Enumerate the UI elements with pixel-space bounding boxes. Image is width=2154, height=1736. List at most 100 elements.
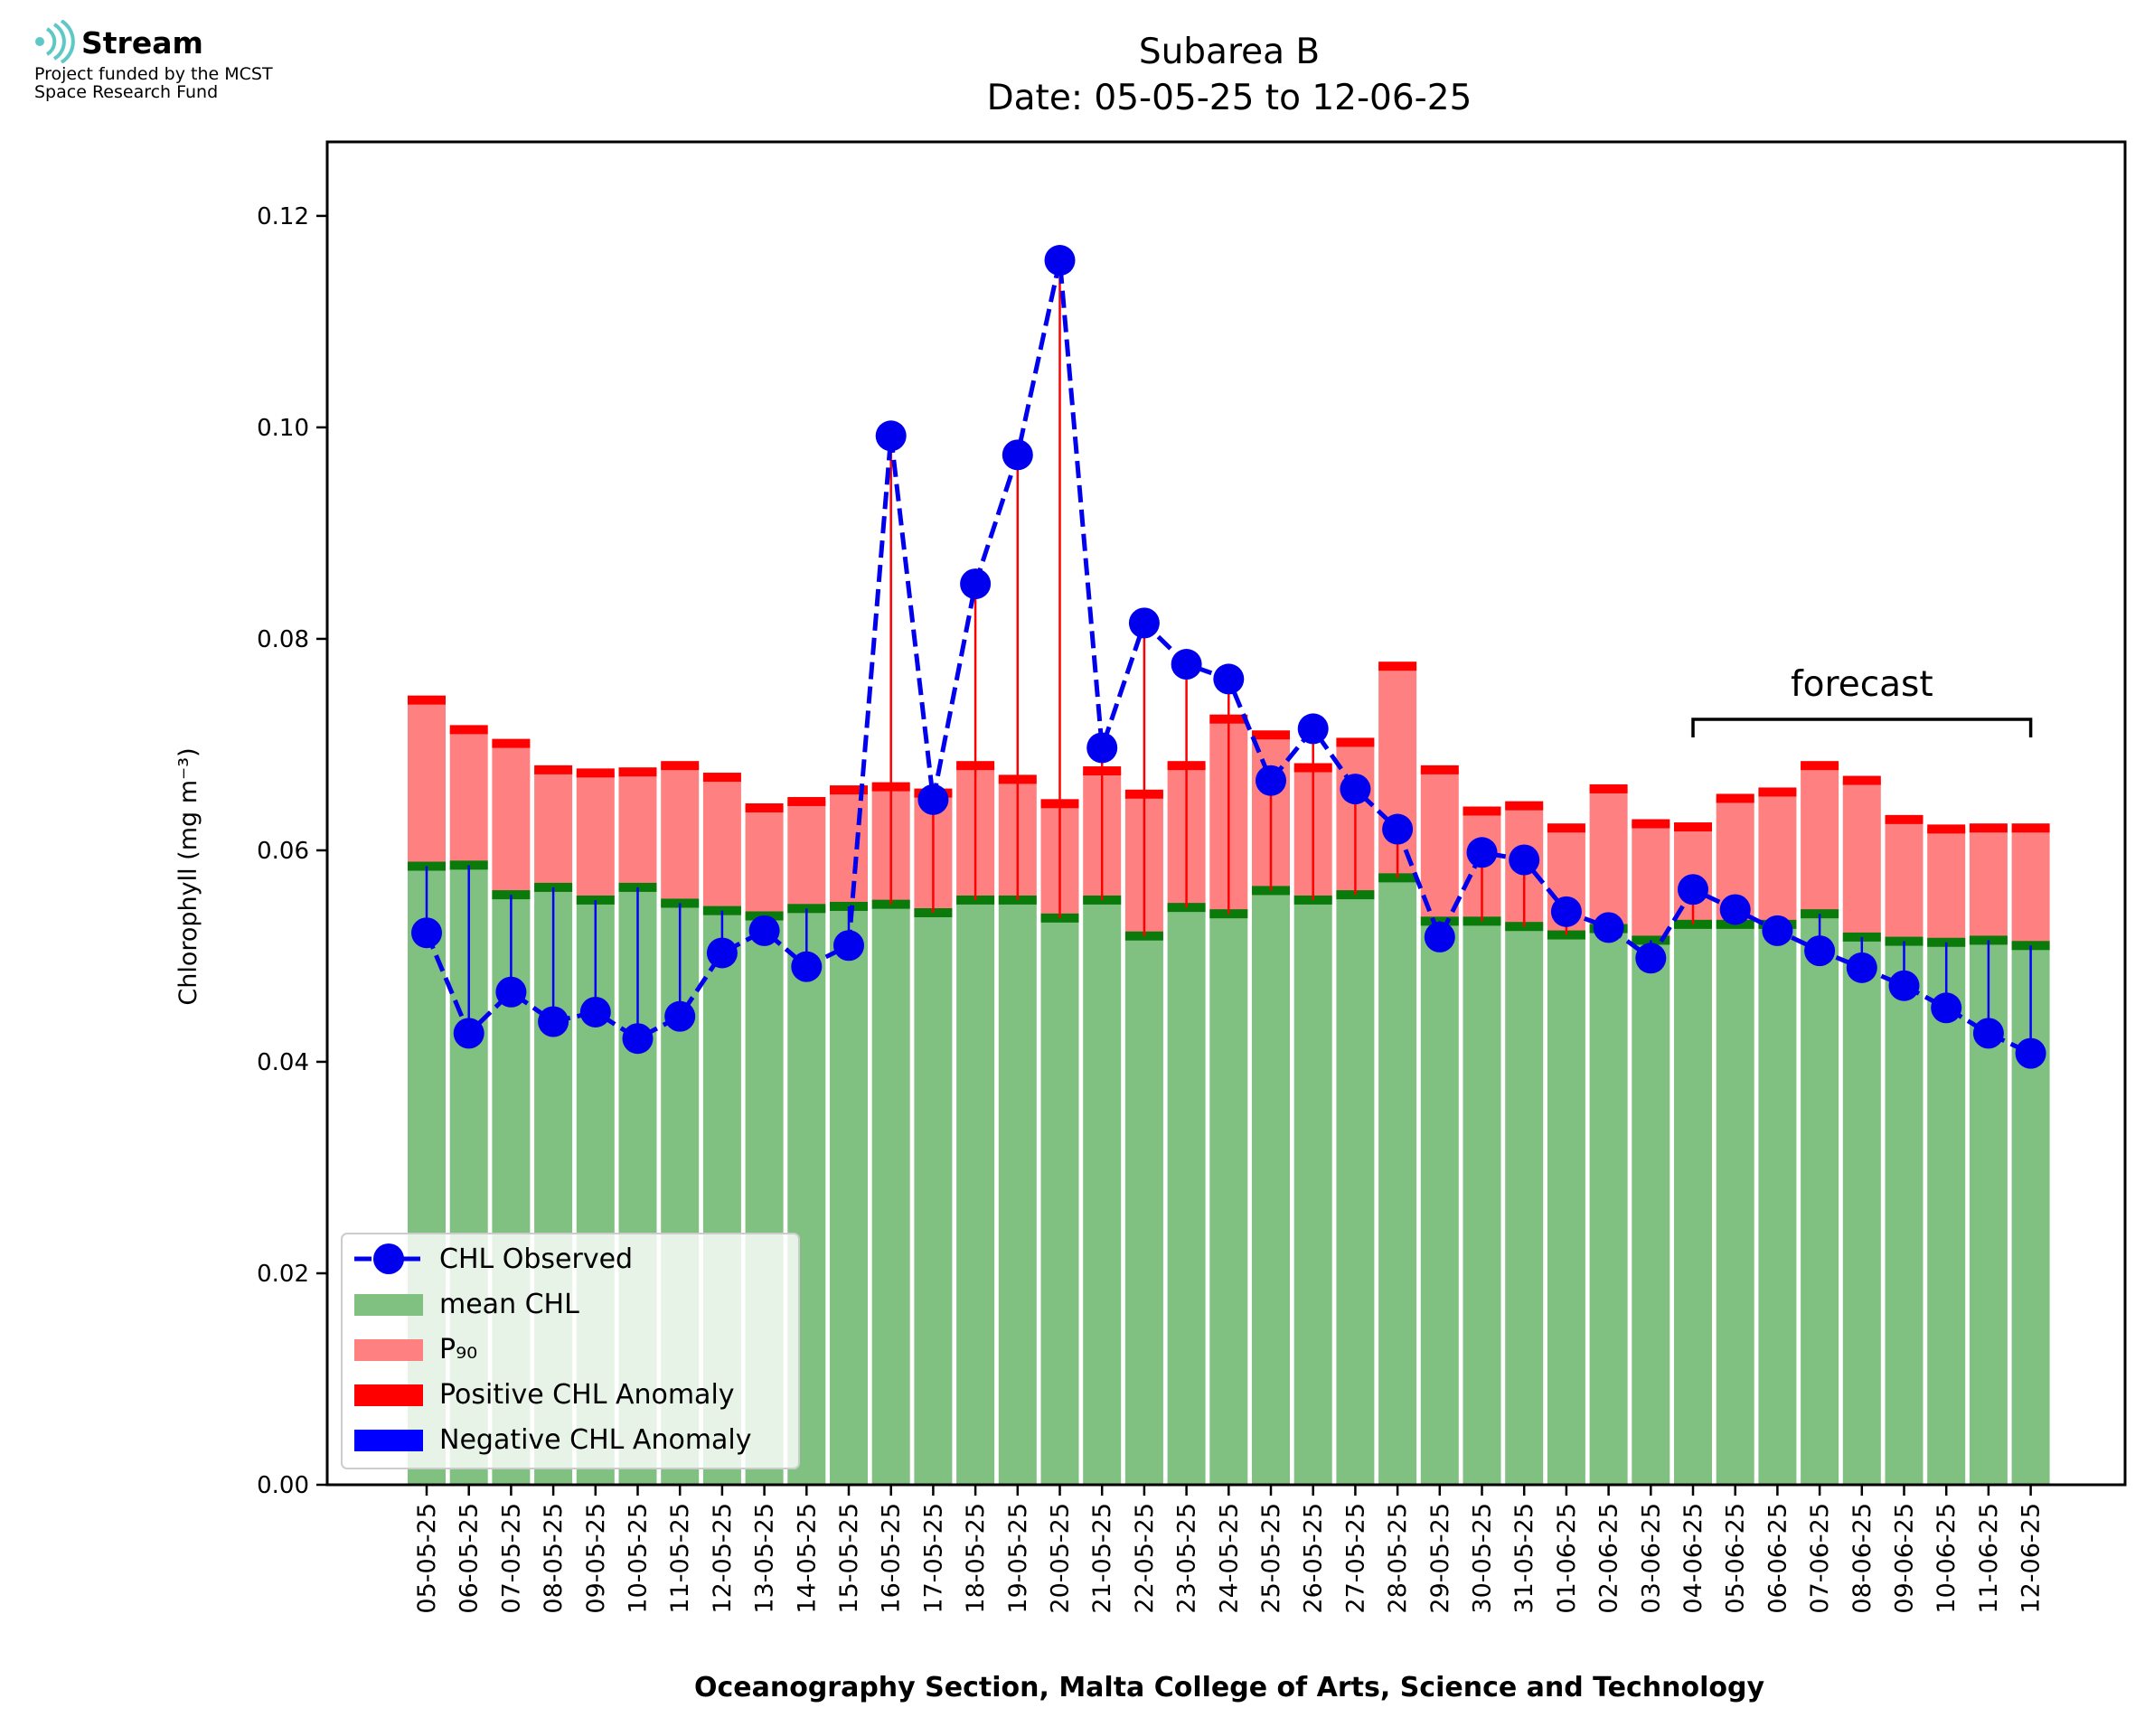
legend-p90-label: P₉₀ (439, 1334, 477, 1365)
mean-bar (1801, 914, 1839, 1485)
mean-bar (1420, 921, 1459, 1485)
p90-bar (830, 789, 868, 906)
x-tick-label: 15-05-25 (835, 1503, 863, 1614)
p90-cap (1842, 775, 1881, 785)
p90-cap (1252, 730, 1290, 740)
x-tick-label: 16-05-25 (878, 1503, 906, 1614)
observed-point (1044, 245, 1076, 277)
logo-title: Stream (81, 25, 203, 61)
observed-point (1297, 713, 1329, 745)
observed-point (875, 420, 907, 452)
x-tick-label: 09-05-25 (582, 1503, 610, 1614)
x-tick-label: 31-05-25 (1510, 1503, 1538, 1614)
x-tick-label: 03-06-25 (1637, 1503, 1665, 1614)
x-tick-label: 24-05-25 (1215, 1503, 1243, 1614)
x-tick-label: 12-06-25 (2018, 1503, 2046, 1614)
observed-point (917, 784, 949, 815)
x-tick-label: 09-06-25 (1891, 1503, 1919, 1614)
observed-point (706, 937, 738, 969)
mean-bar (1463, 921, 1501, 1485)
mean-bar (1885, 941, 1924, 1485)
p90-bar (449, 728, 488, 866)
x-tick-label: 07-05-25 (497, 1503, 525, 1614)
x-tick-label: 12-05-25 (709, 1503, 737, 1614)
observed-point (791, 951, 823, 982)
p90-bar (534, 768, 573, 887)
mean-bar (1505, 926, 1544, 1485)
x-tick-label: 02-06-25 (1595, 1503, 1623, 1614)
p90-bar (1589, 787, 1628, 929)
p90-cap (1801, 761, 1839, 771)
observed-point (1002, 439, 1033, 471)
x-tick-label: 25-05-25 (1257, 1503, 1285, 1614)
x-tick-label: 26-05-25 (1300, 1503, 1328, 1614)
x-tick-label: 14-05-25 (793, 1503, 821, 1614)
legend-observed-label: CHL Observed (439, 1243, 633, 1275)
x-tick-label: 08-05-25 (540, 1503, 568, 1614)
p90-cap (1927, 824, 1966, 834)
p90-cap (2011, 823, 2050, 833)
p90-bar (702, 776, 741, 911)
observed-point (833, 930, 864, 962)
observed-point (1719, 894, 1751, 925)
p90-bar (661, 765, 700, 904)
observed-point (2015, 1037, 2046, 1069)
y-tick-label: 0.04 (257, 1049, 309, 1076)
p90-cap (1674, 822, 1712, 832)
p90-bar (1842, 779, 1881, 937)
p90-cap (1885, 814, 1924, 824)
forecast-bracket (1691, 718, 2033, 737)
p90-cap (1463, 806, 1501, 816)
x-tick-label: 05-06-25 (1722, 1503, 1750, 1614)
observed-point (411, 917, 442, 949)
observed-point (1678, 874, 1708, 906)
forecast-label: forecast (1791, 664, 1933, 705)
plot-area: 0.00 0.02 0.04 0.06 0.08 0.10 0.12 05-05-25 06-0… (257, 140, 2127, 1614)
x-tick-label: 19-05-25 (1004, 1503, 1032, 1614)
observed-point (579, 996, 611, 1028)
p90-bar (618, 771, 657, 887)
mean-bar (1167, 907, 1206, 1485)
p90-cap (1505, 801, 1544, 811)
legend-mean-label: mean CHL (439, 1289, 579, 1320)
p90-bar (1632, 822, 1670, 941)
mean-bar (1632, 940, 1670, 1485)
legend-p90-swatch (354, 1339, 423, 1361)
observed-point (1931, 992, 1962, 1024)
legend-negative-anomaly-swatch (354, 1430, 423, 1451)
observed-point (1466, 837, 1498, 868)
chart-subtitle: Date: 05-05-25 to 12-06-25 (987, 78, 1472, 118)
mean-bar (1040, 917, 1079, 1485)
x-tick-label: 04-06-25 (1679, 1503, 1707, 1614)
observed-point (1171, 649, 1202, 680)
observed-point (1593, 912, 1624, 943)
x-tick-label: 13-05-25 (751, 1503, 779, 1614)
observed-point (1972, 1018, 2004, 1049)
x-tick-label: 28-05-25 (1384, 1503, 1412, 1614)
y-tick-label: 0.00 (257, 1472, 309, 1499)
y-tick-label: 0.12 (257, 203, 309, 230)
mean-bar (871, 904, 910, 1485)
observed-point (1382, 813, 1414, 845)
observed-point (1424, 921, 1455, 952)
mean-bar (1209, 914, 1248, 1485)
logo-subtitle-line2: Space Research Fund (34, 82, 219, 102)
p90-cap (618, 767, 657, 777)
x-tick-label: 01-06-25 (1553, 1503, 1581, 1614)
mean-bar (1589, 928, 1628, 1485)
mean-bar (1674, 924, 1712, 1485)
observed-point (1256, 765, 1286, 796)
x-tick-label: 05-05-25 (413, 1503, 441, 1614)
p90-bar (1969, 827, 2008, 941)
p90-bar (745, 806, 784, 916)
x-tick-label: 20-05-25 (1047, 1503, 1075, 1614)
mean-bar (830, 906, 868, 1485)
legend-mean-swatch (354, 1294, 423, 1316)
mean-bar (998, 899, 1037, 1485)
p90-cap (1632, 819, 1670, 829)
mean-bar (1716, 924, 1754, 1485)
legend-positive-anomaly-swatch (354, 1384, 423, 1406)
observed-point (1086, 732, 1118, 764)
p90-bar (1758, 791, 1797, 924)
